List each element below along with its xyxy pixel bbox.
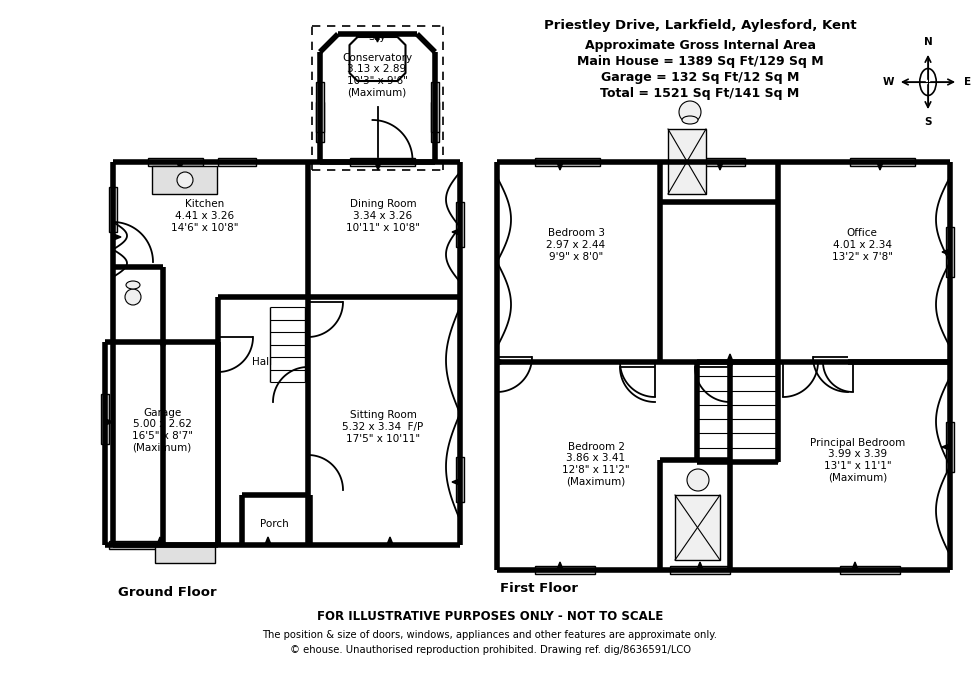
Text: Bedroom 2
3.86 x 3.41
12'8" x 11'2"
(Maximum): Bedroom 2 3.86 x 3.41 12'8" x 11'2" (Max… bbox=[563, 441, 630, 486]
Polygon shape bbox=[105, 419, 113, 425]
Bar bbox=[675, 495, 720, 560]
Bar bbox=[155, 545, 215, 563]
Bar bbox=[456, 457, 464, 502]
Text: Porch: Porch bbox=[260, 519, 288, 529]
Bar bbox=[456, 202, 464, 247]
Text: Dining Room
3.34 x 3.26
10'11" x 10'8": Dining Room 3.34 x 3.26 10'11" x 10'8" bbox=[346, 199, 420, 233]
Text: Approximate Gross Internal Area: Approximate Gross Internal Area bbox=[584, 39, 815, 51]
Polygon shape bbox=[160, 342, 167, 350]
Bar bbox=[109, 187, 117, 232]
Bar bbox=[152, 166, 217, 194]
Text: S: S bbox=[924, 117, 932, 127]
Polygon shape bbox=[877, 162, 883, 170]
Bar bbox=[350, 158, 415, 166]
Polygon shape bbox=[727, 362, 733, 370]
Text: W: W bbox=[882, 77, 894, 87]
Text: Main House = 1389 Sq Ft/129 Sq M: Main House = 1389 Sq Ft/129 Sq M bbox=[576, 55, 823, 69]
Bar bbox=[680, 158, 745, 166]
Polygon shape bbox=[942, 444, 950, 450]
Polygon shape bbox=[387, 537, 393, 545]
Polygon shape bbox=[727, 354, 733, 362]
Bar bbox=[148, 158, 203, 166]
Polygon shape bbox=[716, 162, 723, 170]
Bar bbox=[946, 227, 954, 277]
Polygon shape bbox=[176, 162, 183, 170]
Bar bbox=[218, 158, 256, 166]
Bar bbox=[535, 566, 595, 574]
Bar bbox=[670, 566, 730, 574]
Text: Kitchen
4.41 x 3.26
14'6" x 10'8": Kitchen 4.41 x 3.26 14'6" x 10'8" bbox=[172, 199, 239, 233]
Text: FOR ILLUSTRATIVE PURPOSES ONLY - NOT TO SCALE: FOR ILLUSTRATIVE PURPOSES ONLY - NOT TO … bbox=[317, 610, 663, 623]
Circle shape bbox=[679, 101, 701, 123]
Polygon shape bbox=[452, 229, 460, 235]
Text: Garage
5.00 x 2.62
16'5" x 8'7"
(Maximum): Garage 5.00 x 2.62 16'5" x 8'7" (Maximum… bbox=[131, 408, 192, 453]
Text: Ground Floor: Ground Floor bbox=[118, 585, 217, 599]
Text: Total = 1521 Sq Ft/141 Sq M: Total = 1521 Sq Ft/141 Sq M bbox=[601, 87, 800, 100]
Text: Sitting Room
5.32 x 3.34  F/P
17'5" x 10'11": Sitting Room 5.32 x 3.34 F/P 17'5" x 10'… bbox=[342, 410, 423, 444]
Ellipse shape bbox=[126, 281, 140, 289]
Bar bbox=[431, 82, 439, 132]
Polygon shape bbox=[942, 249, 950, 255]
Polygon shape bbox=[852, 562, 858, 570]
Polygon shape bbox=[557, 162, 564, 170]
Bar bbox=[535, 158, 600, 166]
Text: Bedroom 3
2.97 x 2.44
9'9" x 8'0": Bedroom 3 2.97 x 2.44 9'9" x 8'0" bbox=[547, 228, 606, 262]
Circle shape bbox=[687, 469, 709, 491]
Polygon shape bbox=[557, 562, 564, 570]
Text: Hall: Hall bbox=[252, 357, 272, 367]
Text: First Floor: First Floor bbox=[500, 583, 578, 596]
Text: The position & size of doors, windows, appliances and other features are approxi: The position & size of doors, windows, a… bbox=[263, 630, 717, 640]
Polygon shape bbox=[697, 562, 704, 570]
Text: Sky: Sky bbox=[368, 32, 386, 42]
Polygon shape bbox=[374, 162, 381, 170]
Text: Office
4.01 x 2.34
13'2" x 7'8": Office 4.01 x 2.34 13'2" x 7'8" bbox=[831, 228, 893, 262]
Bar bbox=[316, 82, 324, 132]
Bar bbox=[946, 422, 954, 472]
Circle shape bbox=[125, 289, 141, 305]
Ellipse shape bbox=[920, 69, 936, 95]
Bar bbox=[850, 158, 915, 166]
Text: Conservatory
3.13 x 2.89
10'3" x 9'6"
(Maximum): Conservatory 3.13 x 2.89 10'3" x 9'6" (M… bbox=[342, 53, 412, 98]
Text: Principal Bedroom
3.99 x 3.39
13'1" x 11'1"
(Maximum): Principal Bedroom 3.99 x 3.39 13'1" x 11… bbox=[810, 437, 906, 482]
Ellipse shape bbox=[682, 116, 698, 124]
Polygon shape bbox=[452, 479, 460, 485]
Text: E: E bbox=[964, 77, 971, 87]
Polygon shape bbox=[157, 537, 164, 545]
Bar bbox=[668, 129, 706, 194]
Polygon shape bbox=[374, 34, 380, 42]
Bar bbox=[840, 566, 900, 574]
Bar bbox=[109, 541, 164, 549]
Polygon shape bbox=[497, 358, 505, 365]
Bar bbox=[101, 394, 109, 444]
Text: Priestley Drive, Larkfield, Aylesford, Kent: Priestley Drive, Larkfield, Aylesford, K… bbox=[544, 19, 857, 33]
Text: N: N bbox=[923, 37, 932, 47]
Polygon shape bbox=[113, 234, 121, 240]
Circle shape bbox=[177, 172, 193, 188]
Bar bbox=[431, 102, 439, 142]
Text: Garage = 132 Sq Ft/12 Sq M: Garage = 132 Sq Ft/12 Sq M bbox=[601, 71, 799, 84]
Bar bbox=[316, 102, 324, 142]
Text: © ehouse. Unauthorised reproduction prohibited. Drawing ref. dig/8636591/LCO: © ehouse. Unauthorised reproduction proh… bbox=[289, 645, 691, 655]
Polygon shape bbox=[265, 537, 271, 545]
